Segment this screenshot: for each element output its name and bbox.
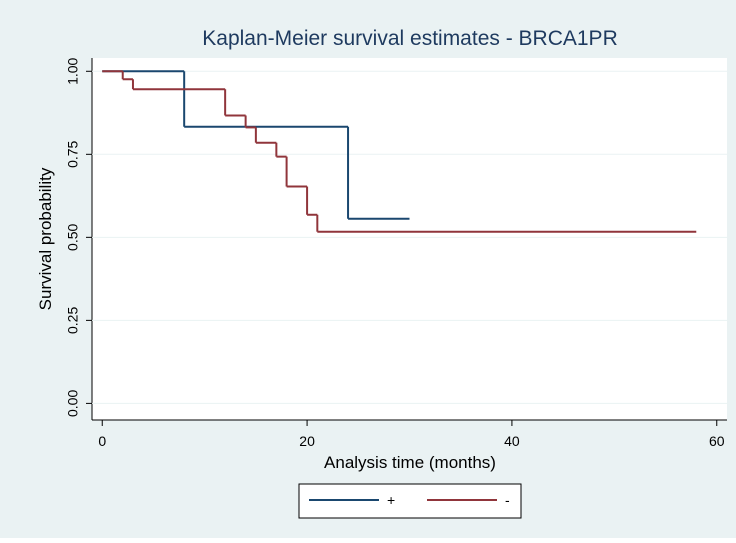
legend-label: - — [505, 492, 510, 508]
x-tick-label: 40 — [504, 433, 520, 449]
legend-label: + — [387, 492, 395, 508]
y-tick-label: 0.50 — [65, 224, 81, 251]
y-axis-title: Survival probability — [36, 167, 55, 310]
x-tick-label: 60 — [709, 433, 725, 449]
y-tick-label: 0.25 — [65, 307, 81, 334]
y-tick-label: 0.75 — [65, 140, 81, 167]
y-tick-label: 0.00 — [65, 390, 81, 417]
plot-area — [92, 58, 727, 420]
x-axis-title: Analysis time (months) — [324, 453, 496, 472]
chart-title: Kaplan-Meier survival estimates - BRCA1P… — [202, 27, 617, 50]
x-tick-label: 0 — [98, 433, 106, 449]
x-tick-label: 20 — [299, 433, 315, 449]
y-tick-label: 1.00 — [65, 57, 81, 84]
